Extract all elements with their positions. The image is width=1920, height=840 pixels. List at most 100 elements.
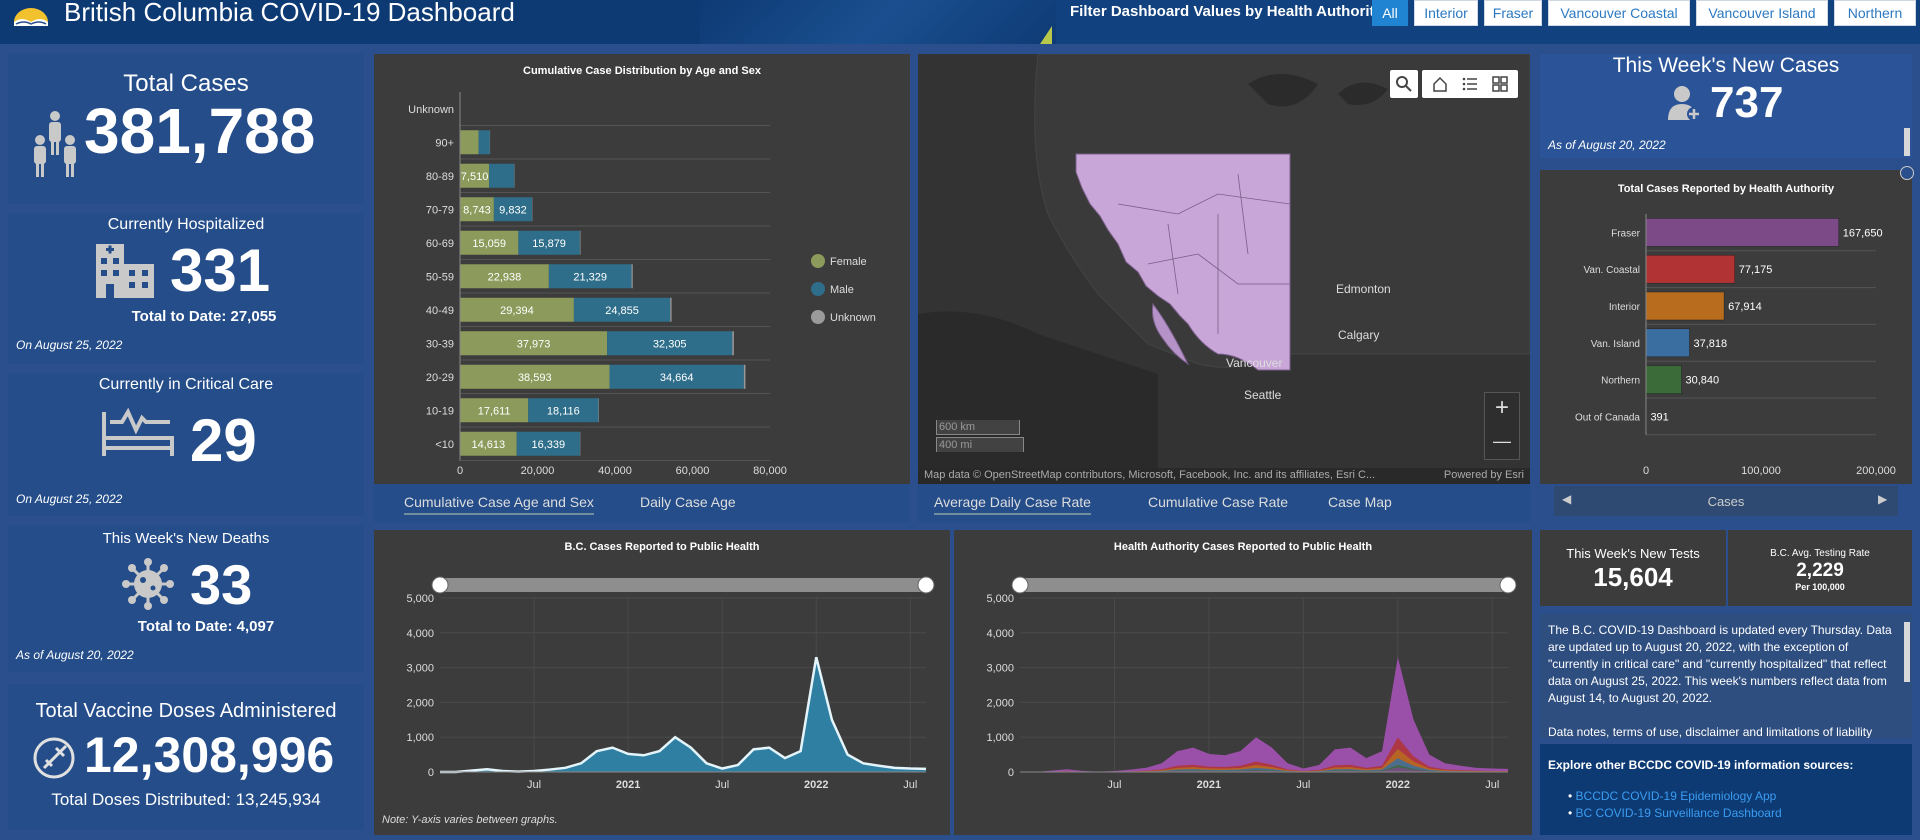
map-label-seattle: Seattle: [1244, 388, 1281, 402]
filter-tab-vancouver-coastal[interactable]: Vancouver Coastal: [1548, 0, 1690, 26]
data-label: 34,664: [660, 372, 694, 384]
new-cases-scrollbar[interactable]: [1904, 128, 1910, 156]
data-label: 30,840: [1685, 375, 1719, 387]
y-tick-label: Interior: [1609, 302, 1641, 313]
zoom-in-button[interactable]: +: [1485, 393, 1519, 425]
vaccine-value: 12,308,996: [84, 726, 334, 784]
people-icon: [28, 110, 82, 180]
powered-by-esri: Powered by Esri: [1444, 469, 1524, 481]
link-surveillance-dashboard[interactable]: BC COVID-19 Surveillance Dashboard: [1576, 806, 1782, 820]
legend-swatch: [811, 310, 825, 324]
bar-female: [460, 130, 479, 154]
hospitalized-label: Currently Hospitalized: [8, 216, 364, 234]
expand-icon[interactable]: [1900, 166, 1914, 180]
basemap-gallery-icon[interactable]: [1486, 70, 1514, 98]
y-tick-label: 3,000: [986, 663, 1014, 675]
data-label: 391: [1650, 411, 1668, 423]
y-tick-label: 40-49: [426, 305, 454, 317]
x-tick-label: 2021: [616, 779, 640, 791]
y-tick-label: 3,000: [406, 663, 434, 675]
x-tick-label: Jul: [1107, 779, 1121, 791]
data-label: 8,743: [463, 204, 491, 216]
age-sex-chart: Cumulative Case Distribution by Age and …: [374, 54, 910, 484]
link-item: • BCCDC COVID-19 Epidemiology App: [1568, 788, 1782, 805]
ha-cases-chart: Health Authority Cases Reported to Publi…: [954, 530, 1532, 835]
chart-title: Health Authority Cases Reported to Publi…: [1114, 541, 1372, 553]
tab-cumulative-case-rate[interactable]: Cumulative Case Rate: [1148, 494, 1288, 510]
vaccine-label: Total Vaccine Doses Administered: [8, 700, 364, 723]
bc-cases-chart: B.C. Cases Reported to Public Health01,0…: [374, 530, 950, 835]
explore-links: • BCCDC COVID-19 Epidemiology App • BC C…: [1568, 788, 1782, 822]
tab-daily-case-age[interactable]: Daily Case Age: [640, 494, 736, 510]
y-tick-label: 4,000: [406, 628, 434, 640]
y-tick-label: 10-19: [426, 405, 454, 417]
map-toolbar: [1422, 70, 1518, 98]
map-label-edmonton: Edmonton: [1336, 282, 1391, 296]
data-label: 7,510: [461, 171, 489, 183]
vaccine-card: Total Vaccine Doses Administered 12,308,…: [8, 684, 364, 830]
y-tick-label: 5,000: [406, 593, 434, 605]
info-text: The B.C. COVID-19 Dashboard is updated e…: [1548, 622, 1900, 707]
x-tick-label: 80,000: [753, 465, 787, 477]
new-cases-value: 737: [1710, 78, 1783, 128]
attribution-bar: Map data © OpenStreetMap contributors, M…: [918, 468, 1530, 484]
map-tabs: Average Daily Case Rate Cumulative Case …: [918, 484, 1530, 522]
tab-cumulative-case-age[interactable]: Cumulative Case Age and Sex: [404, 494, 594, 515]
bar: [1646, 292, 1724, 320]
filter-tab-fraser[interactable]: Fraser: [1484, 0, 1542, 26]
map-attribution: Map data © OpenStreetMap contributors, M…: [924, 469, 1424, 481]
data-label: 21,329: [573, 271, 607, 283]
map-search-button[interactable]: [1390, 70, 1418, 98]
health-authority-chart: Total Cases Reported by Health Authority…: [1540, 170, 1912, 484]
y-tick-label: 4,000: [986, 628, 1014, 640]
new-tests-label: This Week's New Tests: [1540, 546, 1726, 561]
ha-chart-footer: ◀ Cases ▶: [1554, 486, 1898, 516]
critical-care-label: Currently in Critical Care: [8, 376, 364, 394]
critical-care-date: On August 25, 2022: [16, 492, 122, 506]
deaths-label: This Week's New Deaths: [8, 530, 364, 547]
ha-footer-label: Cases: [1554, 494, 1898, 509]
y-tick-label: 0: [1008, 767, 1014, 779]
data-label: 32,305: [653, 338, 687, 350]
chevron-right-icon[interactable]: ▶: [1878, 492, 1887, 506]
map-panel[interactable]: Edmonton Calgary Vancouver Seattle + — 6…: [918, 54, 1530, 484]
zoom-out-button[interactable]: —: [1485, 426, 1519, 458]
area-series-total: [1020, 657, 1508, 772]
x-tick-label: Jul: [715, 779, 729, 791]
y-tick-label: 0: [428, 767, 434, 779]
range-slider-handle-right: [918, 577, 934, 593]
health-authority-chart-panel: Total Cases Reported by Health Authority…: [1540, 170, 1912, 484]
range-slider-handle-left: [1012, 577, 1028, 593]
y-tick-label: Northern: [1601, 376, 1640, 387]
data-label: 38,593: [518, 372, 552, 384]
x-tick-label: 60,000: [676, 465, 710, 477]
filter-tab-interior[interactable]: Interior: [1414, 0, 1478, 26]
x-tick-label: 2022: [804, 779, 828, 791]
tab-case-map[interactable]: Case Map: [1328, 494, 1392, 510]
data-label: 77,175: [1739, 264, 1773, 276]
person-add-icon: [1668, 84, 1702, 122]
link-epidemiology-app[interactable]: BCCDC COVID-19 Epidemiology App: [1576, 789, 1777, 803]
y-tick-label: <10: [435, 439, 454, 451]
y-tick-label: 80-89: [426, 171, 454, 183]
legend-list-icon[interactable]: [1456, 70, 1484, 98]
testing-rate-value: 2,229: [1728, 560, 1912, 582]
filter-tab-northern[interactable]: Northern: [1834, 0, 1916, 26]
total-cases-value: 381,788: [84, 94, 315, 168]
map-label-calgary: Calgary: [1338, 328, 1379, 342]
filter-tab-all[interactable]: All: [1372, 0, 1408, 26]
y-tick-label: 50-59: [426, 271, 454, 283]
y-tick-label: 5,000: [986, 593, 1014, 605]
filter-tab-vancouver-island[interactable]: Vancouver Island: [1696, 0, 1828, 26]
total-cases-card: Total Cases 381,788: [8, 54, 364, 204]
tab-average-daily-case-rate[interactable]: Average Daily Case Rate: [934, 494, 1091, 515]
home-icon[interactable]: [1426, 70, 1454, 98]
explore-heading: Explore other BCCDC COVID-19 information…: [1548, 758, 1853, 772]
header-decoration: [700, 0, 1060, 44]
data-label: 67,914: [1728, 301, 1762, 313]
info-scrollbar[interactable]: [1904, 622, 1910, 682]
deaths-total: Total to Date: 4,097: [8, 618, 364, 635]
hospitalized-value: 331: [170, 236, 270, 305]
y-tick-label: 90+: [435, 137, 454, 149]
bar-unknown: [580, 231, 581, 255]
